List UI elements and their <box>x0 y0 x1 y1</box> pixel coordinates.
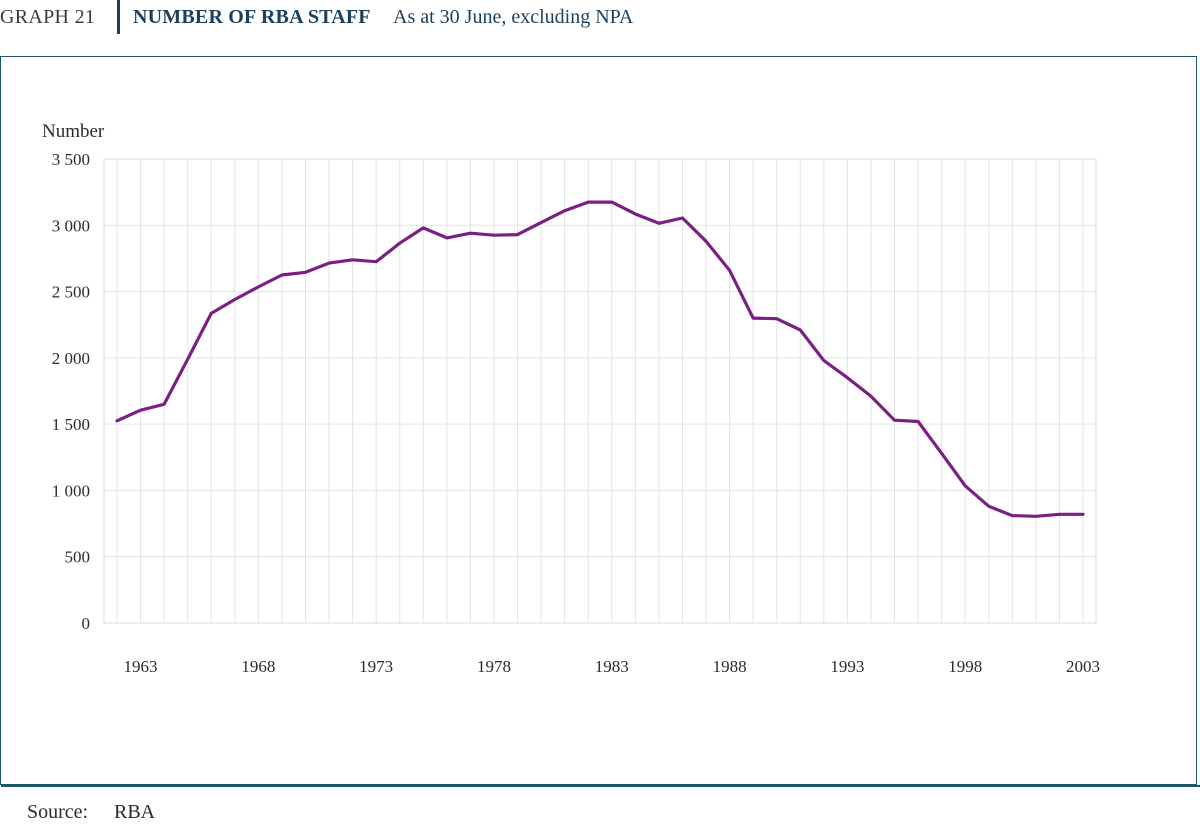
plot-border <box>103 158 1097 624</box>
x-tick-label: 1973 <box>359 657 393 676</box>
source-value: RBA <box>114 801 156 823</box>
y-tick-label: 2 500 <box>52 283 90 302</box>
series-line-rba-staff <box>115 200 1085 518</box>
header-divider <box>117 0 120 34</box>
graph-subtitle: As at 30 June, excluding NPA <box>393 6 634 28</box>
x-tick-label: 2003 <box>1066 657 1100 676</box>
y-tick-label: 500 <box>65 548 91 567</box>
graph-header: GRAPH 21 NUMBER OF RBA STAFF As at 30 Ju… <box>0 0 1200 40</box>
y-tick-label: 1 000 <box>52 481 90 500</box>
vertical-gridlines <box>116 159 1084 623</box>
graph-title: NUMBER OF RBA STAFF <box>133 6 371 28</box>
horizontal-gridlines <box>104 158 1096 624</box>
x-tick-label: 1998 <box>948 657 982 676</box>
y-axis-label: Number <box>42 121 105 142</box>
y-tick-label: 1 500 <box>52 415 90 434</box>
x-tick-label: 1978 <box>477 657 511 676</box>
x-tick-labels: 1963 1968 1973 1978 1983 1988 1993 1998 2003 <box>124 657 1100 676</box>
y-tick-label: 2 000 <box>52 349 90 368</box>
y-tick-labels: 0 500 1 000 1 500 2 000 2 500 3 000 3 500 <box>52 150 90 633</box>
y-tick-label: 0 <box>82 614 91 633</box>
x-tick-label: 1963 <box>124 657 158 676</box>
x-tick-label: 1988 <box>713 657 747 676</box>
x-tick-label: 1983 <box>595 657 629 676</box>
line-chart: Number 0 500 1 000 1 500 2 000 2 500 3 000 3 50… <box>42 121 1100 676</box>
y-tick-label: 3 000 <box>52 216 90 235</box>
source-label: Source: <box>27 801 89 823</box>
x-tick-label: 1968 <box>241 657 275 676</box>
y-tick-label: 3 500 <box>52 150 90 169</box>
x-tick-label: 1993 <box>830 657 864 676</box>
source-divider <box>1 785 1200 787</box>
graph-number: GRAPH 21 <box>0 6 96 28</box>
